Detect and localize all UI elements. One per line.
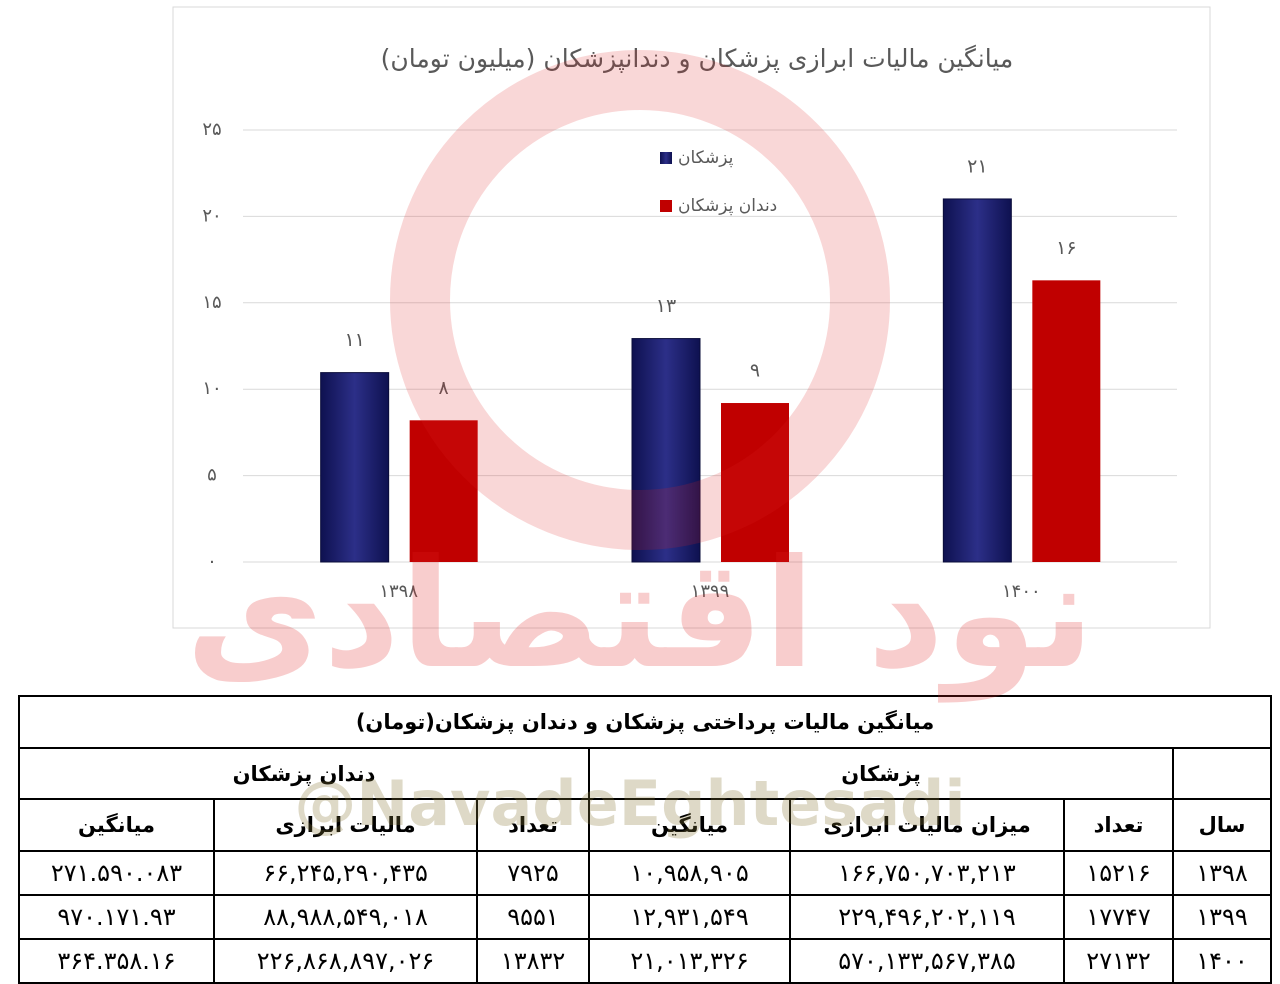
cell: ۱۴۰۰ [1172,938,1273,984]
column-header: میانگین [17,798,216,852]
y-tick-label: ۱۵ [202,292,221,313]
cell: ۲۲۹,۴۹۶,۲۰۲,۱۱۹ [789,894,1066,940]
cell: ۱۳۹۸ [1172,850,1273,896]
value-label: ۸ [439,377,449,399]
legend-swatch [660,152,672,164]
bar [631,338,701,563]
cell: ۱۶۶,۷۵۰,۷۰۳,۲۱۳ [789,850,1066,896]
table-title: میانگین مالیات پرداختی پزشکان و دندان پز… [17,695,1273,749]
y-tick-label: ۵ [207,465,217,486]
data-row: ۱۳۹۸ ۱۵۲۱۶ ۱۶۶,۷۵۰,۷۰۳,۲۱۳ ۱۰,۹۵۸,۹۰۵ ۷۹۲۵ ۶۶… [17,850,1273,896]
cell: ۲۷۱۳۲ [1063,938,1175,984]
x-tick-label: ۱۳۹۹ [691,581,730,602]
value-label: ۱۳ [656,295,676,317]
y-tick-label: ۱۰ [202,378,221,399]
cell: ۶۶,۲۴۵,۲۹۰,۴۳۵ [213,850,479,896]
value-label: ۱۶ [1056,237,1076,259]
title-row: میانگین مالیات پرداختی پزشکان و دندان پز… [17,695,1273,749]
column-header: تعداد [476,798,591,852]
column-header: میزان مالیات ابرازی [789,798,1066,852]
cell: ۱۳۸۳۲ [476,938,591,984]
group-row: پزشکان دندان پزشکان [17,747,1273,800]
y-tick-label: ۲۵ [202,119,221,140]
value-label: ۲۱ [967,155,987,177]
cell: ۲۲۶,۸۶۸,۸۹۷,۰۲۶ [213,938,479,984]
empty-cell [1172,747,1273,800]
legend-swatch [660,200,672,212]
cell: ۱۷۷۴۷ [1063,894,1175,940]
legend-label: دندان پزشکان [678,196,777,216]
group-header: دندان پزشکان [17,747,591,800]
cell: ۹۷۰.۱۷۱.۹۳ [17,894,216,940]
bar [942,198,1012,563]
cell: ۷۹۲۵ [476,850,591,896]
column-header: میانگین [588,798,792,852]
column-header: تعداد [1063,798,1175,852]
data-table: میانگین مالیات پرداختی پزشکان و دندان پز… [17,695,1273,984]
value-label: ۹ [750,360,760,382]
x-tick-label: ۱۴۰۰ [1002,581,1041,602]
cell: ۸۸,۹۸۸,۵۴۹,۰۱۸ [213,894,479,940]
bar [409,420,478,562]
group-header: پزشکان [588,747,1175,800]
cell: ۱۲,۹۳۱,۵۴۹ [588,894,792,940]
data-row: ۱۳۹۹ ۱۷۷۴۷ ۲۲۹,۴۹۶,۲۰۲,۱۱۹ ۱۲,۹۳۱,۵۴۹ ۹۵۵۱ ۸۸… [17,894,1273,940]
cell: ۱۵۲۱۶ [1063,850,1175,896]
bar [721,403,789,562]
cell: ۱۰,۹۵۸,۹۰۵ [588,850,792,896]
bar [320,372,390,563]
cell: ۱۳۹۹ [1172,894,1273,940]
cell: ۵۷۰,۱۳۳,۵۶۷,۳۸۵ [789,938,1066,984]
data-row: ۱۴۰۰ ۲۷۱۳۲ ۵۷۰,۱۳۳,۵۶۷,۳۸۵ ۲۱,۰۱۳,۳۲۶ ۱۳۸۳۲ ۲… [17,938,1273,984]
y-tick-label: ۲۰ [202,205,221,226]
value-label: ۱۱ [344,329,364,351]
column-header: مالیات ابرازی [213,798,479,852]
cell: ۳۶۴.۳۵۸.۱۶ [17,938,216,984]
header-row: سال تعداد میزان مالیات ابرازی میانگین تعداد م… [17,798,1273,852]
y-tick-label: ٠ [207,551,217,572]
legend-label: پزشکان [678,148,734,168]
bar [1032,280,1101,562]
chart-title: میانگین مالیات ابرازی پزشکان و دندانپزشک… [381,44,1014,74]
x-tick-label: ۱۳۹۸ [379,581,418,602]
cell: ۹۵۵۱ [476,894,591,940]
cell: ۲۷۱.۵۹۰.۰۸۳ [17,850,216,896]
cell: ۲۱,۰۱۳,۳۲۶ [588,938,792,984]
chart: میانگین مالیات ابرازی پزشکان و دندانپزشک… [172,6,1211,629]
column-header: سال [1172,798,1273,852]
